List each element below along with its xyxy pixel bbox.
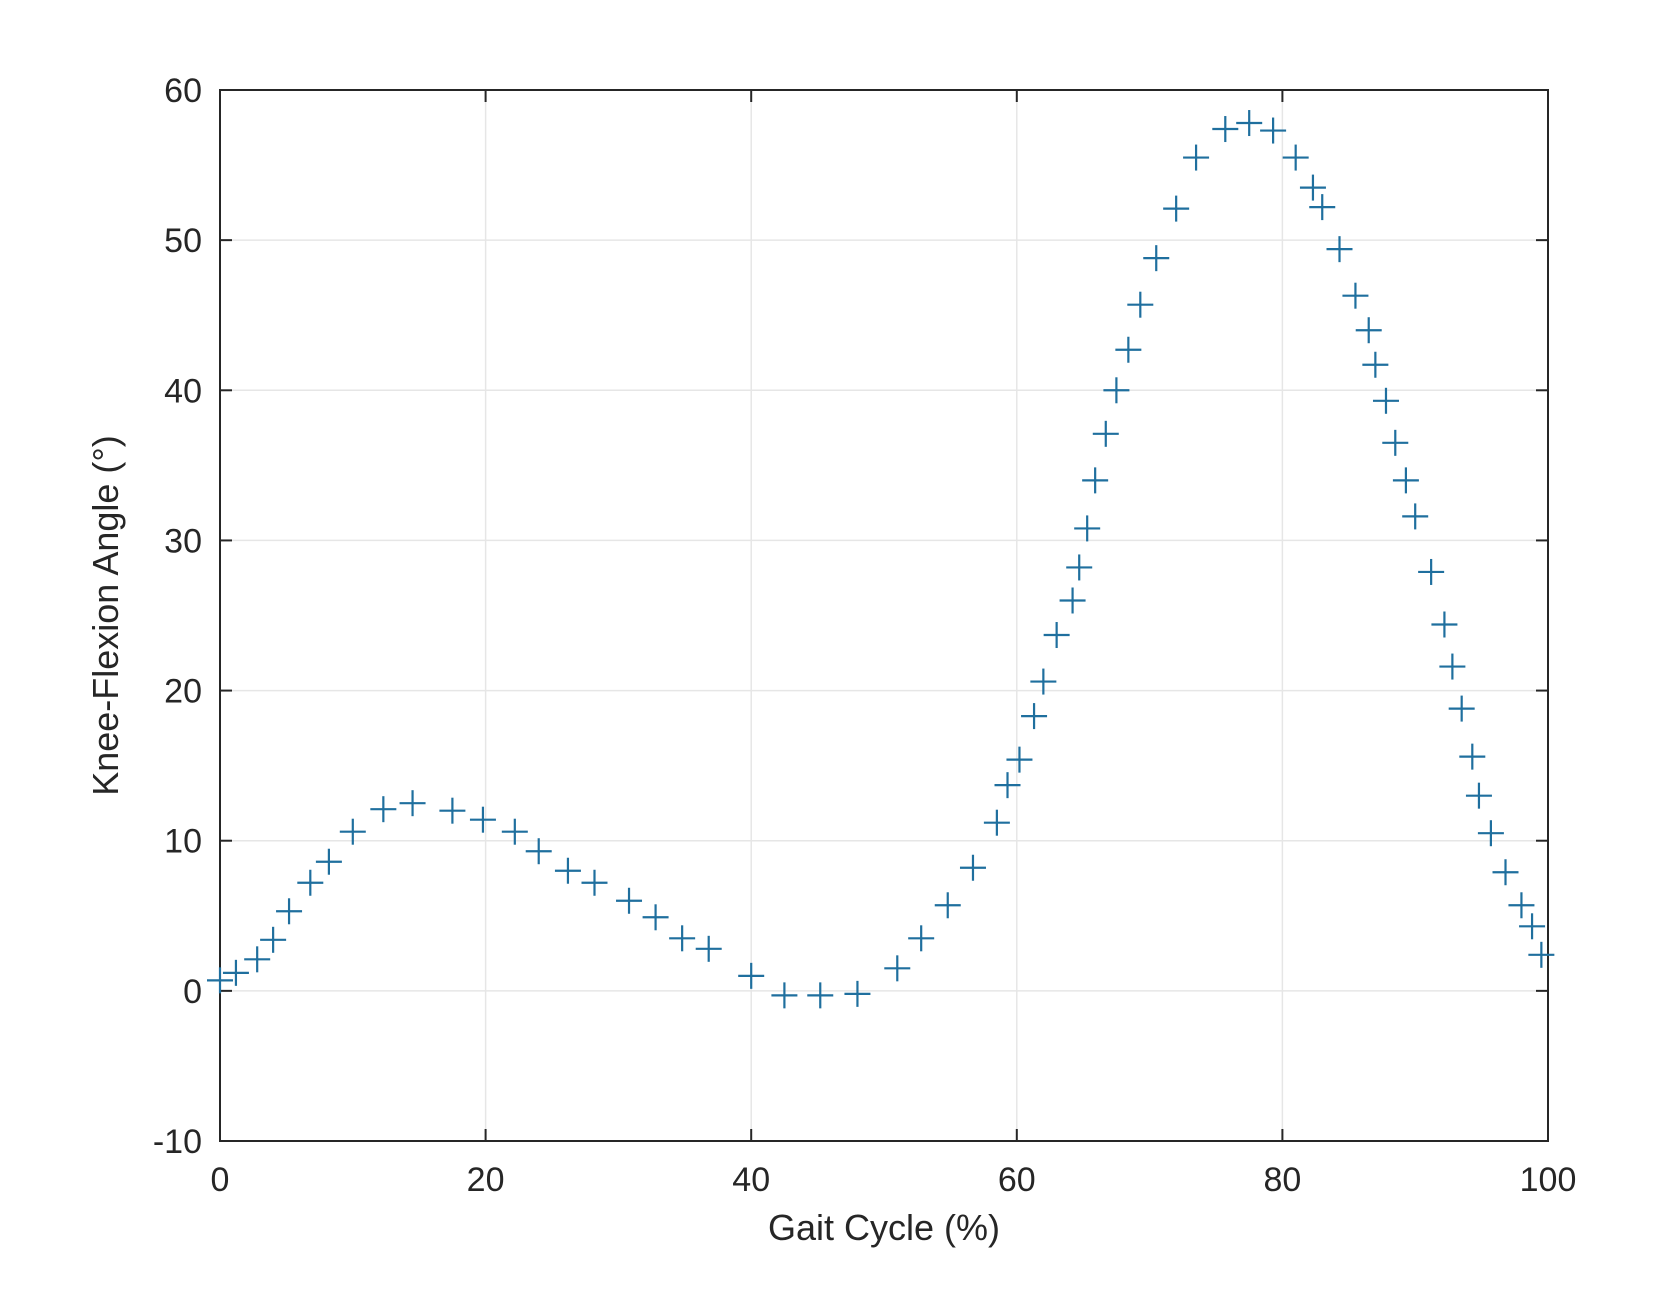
data-point — [1382, 429, 1409, 456]
data-point — [1092, 420, 1119, 447]
data-points — [207, 110, 1555, 1009]
data-point — [1508, 892, 1535, 919]
data-point — [1043, 622, 1070, 649]
tick-marks — [219, 89, 1549, 1142]
data-point — [1519, 913, 1546, 940]
data-point — [439, 797, 466, 824]
data-point — [908, 925, 935, 952]
data-point — [1066, 554, 1093, 581]
data-point — [244, 946, 271, 973]
grid — [220, 90, 1548, 1141]
y-tick-label: 30 — [164, 522, 202, 560]
y-tick-label: 60 — [164, 72, 202, 110]
data-point — [1143, 245, 1170, 272]
data-point — [370, 796, 397, 823]
data-point — [994, 772, 1021, 799]
data-point — [260, 926, 287, 953]
data-point — [1326, 236, 1353, 263]
axes — [219, 89, 1549, 1142]
y-tick-label: -10 — [153, 1123, 202, 1161]
x-tick-label: 100 — [1520, 1161, 1577, 1199]
data-point — [1021, 703, 1048, 730]
x-tick-label: 40 — [732, 1161, 770, 1199]
data-point — [1082, 467, 1109, 494]
data-point — [1212, 116, 1239, 143]
data-point — [1127, 291, 1154, 318]
data-point — [315, 848, 342, 875]
data-point — [1402, 503, 1429, 530]
data-point — [1260, 117, 1287, 144]
x-tick-label: 0 — [211, 1161, 230, 1199]
data-point — [276, 898, 303, 925]
x-axis-label: Gait Cycle (%) — [768, 1207, 1000, 1248]
data-point — [1492, 859, 1519, 886]
data-point — [1006, 746, 1033, 773]
data-point — [1236, 110, 1263, 137]
data-point — [1448, 695, 1475, 722]
data-point — [738, 962, 765, 989]
data-point — [1431, 611, 1458, 638]
y-tick-label: 40 — [164, 372, 202, 410]
data-point — [1355, 317, 1382, 344]
data-point — [339, 818, 366, 845]
data-point — [1392, 467, 1419, 494]
data-point — [1439, 653, 1466, 680]
data-point — [1309, 194, 1336, 221]
data-point — [554, 857, 581, 884]
data-point — [581, 869, 608, 896]
data-point — [1183, 144, 1210, 171]
y-axis-label: Knee-Flexion Angle (°) — [85, 435, 126, 796]
data-point — [222, 959, 249, 986]
y-tick-label: 20 — [164, 673, 202, 711]
data-point — [1342, 282, 1369, 309]
data-point — [1115, 336, 1142, 363]
data-point — [695, 935, 722, 962]
y-tick-label: 0 — [183, 973, 202, 1011]
data-point — [1030, 668, 1057, 695]
y-tick-label: 10 — [164, 823, 202, 861]
x-tick-label: 60 — [998, 1161, 1036, 1199]
data-point — [807, 982, 834, 1009]
data-point — [469, 806, 496, 833]
data-point — [297, 869, 324, 896]
data-point — [1163, 195, 1190, 222]
data-point — [884, 955, 911, 982]
data-point — [1282, 144, 1309, 171]
data-point — [1528, 941, 1555, 968]
data-point — [1059, 587, 1086, 614]
data-point — [1299, 174, 1326, 201]
data-point — [983, 809, 1010, 836]
data-point — [399, 790, 426, 817]
data-point — [642, 904, 669, 931]
data-point — [1372, 387, 1399, 414]
data-point — [1477, 820, 1504, 847]
data-point — [959, 854, 986, 881]
plot-frame — [219, 89, 1549, 1142]
data-point — [1103, 377, 1130, 404]
data-point — [1418, 558, 1445, 585]
data-point — [1459, 743, 1486, 770]
data-point — [1362, 351, 1389, 378]
data-point — [616, 887, 643, 914]
data-point — [771, 982, 798, 1009]
y-tick-labels: -10 0 10 20 30 40 50 60 — [153, 72, 202, 1161]
data-point — [1074, 515, 1101, 542]
data-point — [934, 892, 961, 919]
data-point — [669, 925, 696, 952]
x-tick-labels: 0 20 40 60 80 100 — [211, 1161, 1577, 1199]
x-tick-label: 80 — [1263, 1161, 1301, 1199]
data-point — [844, 980, 871, 1007]
x-tick-label: 20 — [467, 1161, 505, 1199]
y-tick-label: 50 — [164, 222, 202, 260]
data-point — [1465, 782, 1492, 809]
data-point — [525, 838, 552, 865]
data-point — [501, 818, 528, 845]
data-point — [207, 967, 233, 994]
